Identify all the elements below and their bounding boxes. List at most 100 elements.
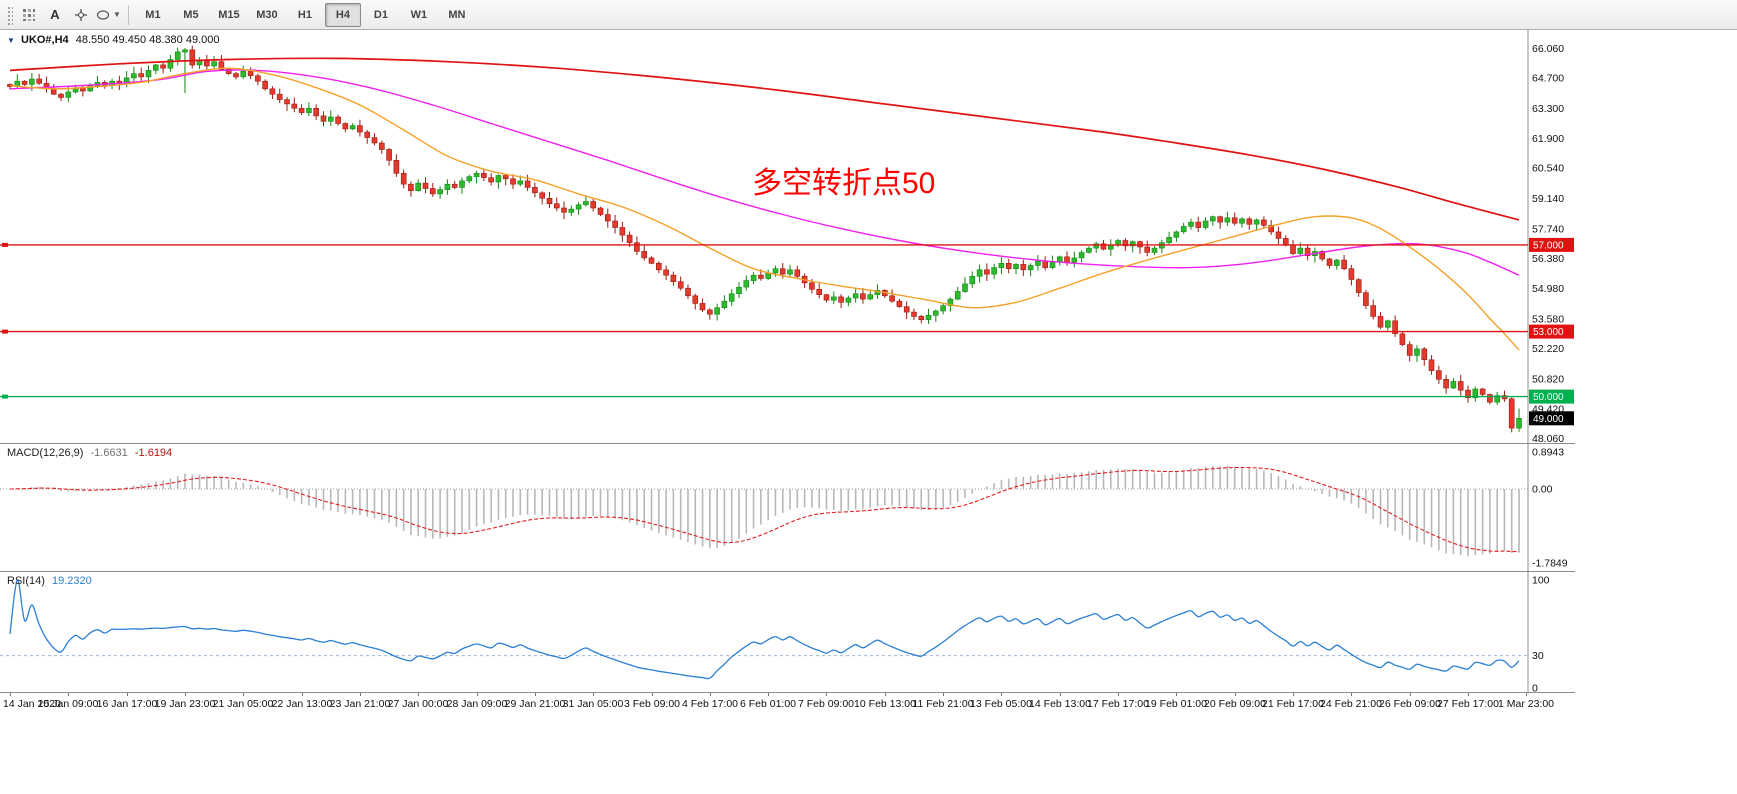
time-axis-label: 11 Feb 21:00 <box>912 698 974 710</box>
timeframe-button-M15[interactable]: M15 <box>218 8 240 21</box>
time-axis-tick <box>477 693 478 696</box>
timeframe-button-W1[interactable]: W1 <box>410 8 428 21</box>
chart-text-annotation[interactable]: 多空转折点50 <box>752 167 936 200</box>
chart-ohlc-values: 48.550 49.450 48.380 49.000 <box>75 34 220 46</box>
time-axis-tick <box>593 693 594 696</box>
timeframe-button-H1[interactable]: H1 <box>297 8 312 21</box>
macd-svg[interactable]: 0.8943 0.00 -1.7849 <box>0 444 1575 571</box>
macd-axis-label: -1.7849 <box>1532 557 1568 569</box>
rsi-name: RSI(14) <box>7 575 45 587</box>
macd-histogram <box>16 465 1520 557</box>
time-axis-tick <box>1293 693 1294 696</box>
text-annotation-button[interactable]: A <box>43 3 67 27</box>
price-axis-label: 60.540 <box>1532 163 1564 175</box>
timeframe-button-M5[interactable]: M5 <box>183 8 199 21</box>
rsi-value: 19.2320 <box>51 575 92 587</box>
ma-magenta-line[interactable] <box>9 69 1520 276</box>
shapes-tool-button[interactable]: ▼ <box>95 3 122 27</box>
time-axis-tick <box>1118 693 1119 696</box>
time-axis-tick <box>302 693 303 696</box>
letter-a-icon: A <box>50 7 60 22</box>
time-axis-label: 19 Feb 01:00 <box>1145 698 1207 710</box>
time-axis-label: 21 Feb 17:00 <box>1262 698 1324 710</box>
price-axis-label: 50.820 <box>1532 373 1564 385</box>
hline-handle[interactable] <box>2 394 8 399</box>
time-axis-label: 27 Jan 00:00 <box>387 698 449 710</box>
time-axis-label: 7 Feb 09:00 <box>797 698 855 710</box>
svg-text:50.000: 50.000 <box>1533 392 1564 403</box>
macd-name: MACD(12,26,9) <box>7 447 84 459</box>
timeframe-button-M1[interactable]: M1 <box>145 8 161 21</box>
time-axis-tick <box>418 693 419 696</box>
time-axis-label: 15 Jan 09:00 <box>37 698 99 710</box>
time-axis-tick <box>535 693 536 696</box>
price-badge-57.000 <box>1529 237 1574 252</box>
timeframe-button-H4[interactable]: H4 <box>324 2 361 27</box>
ellipse-shape-icon <box>96 9 110 20</box>
toolbar-grip[interactable] <box>6 4 13 25</box>
hline-handle[interactable] <box>2 329 8 334</box>
price-axis-label: 56.380 <box>1532 253 1564 265</box>
main-chart-panel[interactable]: ▼ UKO#,H4 48.550 49.450 48.380 49.000 多空… <box>0 30 1575 444</box>
price-axis-label: 59.140 <box>1532 193 1564 205</box>
timeframe-group: M1 M5 M15 M30 H1 H4 D1 W1 MN <box>134 2 476 27</box>
timeframe-button-M30[interactable]: M30 <box>256 8 278 21</box>
time-axis-label: 6 Feb 01:00 <box>739 698 797 710</box>
time-axis-tick <box>127 693 128 696</box>
price-badge-50.000 <box>1529 389 1574 404</box>
timeframe-button-D1[interactable]: D1 <box>373 8 388 21</box>
rsi-svg[interactable]: 100 30 0 <box>0 572 1575 692</box>
time-axis-label: 14 Jan 2020 <box>3 698 61 710</box>
time-axis-label: 31 Jan 05:00 <box>562 698 624 710</box>
pattern-grid-icon <box>23 8 35 21</box>
ma-red-line[interactable] <box>9 57 1520 221</box>
time-axis-tick <box>1235 693 1236 696</box>
time-axis-label: 10 Feb 13:00 <box>854 698 916 710</box>
macd-main-value: -1.6631 <box>90 447 128 459</box>
main-chart-svg[interactable]: 66.060 64.700 63.300 61.900 60.540 59.140 57.7… <box>0 30 1575 443</box>
pattern-tool-button[interactable] <box>17 3 41 27</box>
time-axis-tick <box>1410 693 1411 696</box>
time-axis-label: 21 Jan 05:00 <box>212 698 274 710</box>
time-axis-label: 4 Feb 17:00 <box>681 698 739 710</box>
hline-handle[interactable] <box>2 242 8 247</box>
crosshair-button[interactable] <box>69 3 93 27</box>
time-axis: 14 Jan 2020 15 Jan 09:00 16 Jan 17:00 19 Ja… <box>0 693 1575 718</box>
price-axis-label: 53.580 <box>1532 314 1564 326</box>
macd-axis-label: 0.8943 <box>1532 447 1564 459</box>
candles-group <box>7 45 1522 433</box>
symbol-caret-icon[interactable]: ▼ <box>7 36 15 45</box>
time-axis-label: 29 Jan 21:00 <box>504 698 566 710</box>
price-axis-label: 66.060 <box>1532 43 1564 55</box>
time-axis-tick <box>1526 693 1527 696</box>
rsi-panel[interactable]: RSI(14) 19.2320 100 30 0 <box>0 572 1575 693</box>
price-axis-label: 64.700 <box>1532 72 1564 84</box>
price-axis-label: 57.740 <box>1532 223 1564 235</box>
svg-text:49.000: 49.000 <box>1533 414 1564 425</box>
price-badge-53.000 <box>1529 324 1574 339</box>
time-axis-label: 26 Feb 09:00 <box>1379 698 1441 710</box>
time-axis-label: 17 Feb 17:00 <box>1087 698 1149 710</box>
time-axis-tick <box>710 693 711 696</box>
rsi-axis-label: 30 <box>1532 650 1544 662</box>
toolbar-separator <box>127 4 129 25</box>
chart-symbol-period: UKO#,H4 <box>20 34 69 46</box>
price-axis-label: 54.980 <box>1532 283 1564 295</box>
macd-panel[interactable]: MACD(12,26,9) -1.6631 -1.6194 0.8943 0.00… <box>0 444 1575 572</box>
time-axis-tick <box>10 693 11 696</box>
time-axis-tick <box>768 693 769 696</box>
time-axis-tick <box>943 693 944 696</box>
macd-title: MACD(12,26,9) -1.6631 -1.6194 <box>7 447 172 459</box>
time-axis-tick <box>1001 693 1002 696</box>
time-axis-label: 16 Jan 17:00 <box>96 698 158 710</box>
ma-orange-line[interactable] <box>9 67 1520 351</box>
time-axis-label: 22 Jan 13:00 <box>271 698 333 710</box>
rsi-title: RSI(14) 19.2320 <box>7 575 92 587</box>
time-axis-tick <box>68 693 69 696</box>
top-toolbar: A ▼ M1 M5 M15 M30 H1 H4 D1 W1 MN <box>0 0 1737 30</box>
time-axis-tick <box>243 693 244 696</box>
rsi-line <box>9 579 1520 680</box>
macd-axis-label: 0.00 <box>1532 484 1553 496</box>
price-axis-label: 52.220 <box>1532 343 1564 355</box>
timeframe-button-MN[interactable]: MN <box>448 8 466 21</box>
